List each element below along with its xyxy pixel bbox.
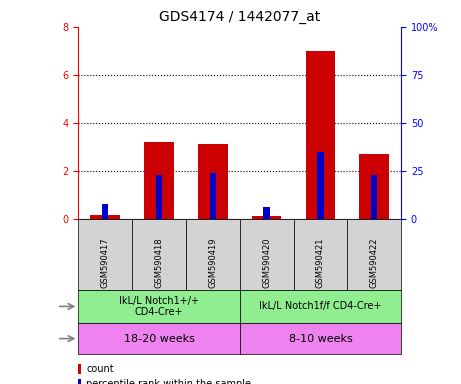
Bar bbox=[144, 142, 174, 219]
Bar bbox=[210, 173, 216, 219]
Text: GSM590422: GSM590422 bbox=[370, 238, 378, 288]
Bar bbox=[90, 215, 120, 219]
Bar bbox=[371, 175, 378, 219]
Bar bbox=[294, 219, 347, 290]
Bar bbox=[78, 219, 132, 290]
Bar bbox=[78, 364, 81, 374]
Bar bbox=[252, 217, 281, 219]
Text: 8-10 weeks: 8-10 weeks bbox=[289, 334, 352, 344]
Text: GSM590421: GSM590421 bbox=[316, 238, 325, 288]
Bar bbox=[240, 219, 294, 290]
Title: GDS4174 / 1442077_at: GDS4174 / 1442077_at bbox=[159, 10, 320, 25]
Text: GSM590419: GSM590419 bbox=[208, 238, 217, 288]
Bar bbox=[156, 175, 162, 219]
Text: IkL/L Notch1+/+
CD4-Cre+: IkL/L Notch1+/+ CD4-Cre+ bbox=[119, 296, 199, 317]
Bar bbox=[78, 379, 81, 384]
Text: GSM590420: GSM590420 bbox=[262, 238, 271, 288]
Text: percentile rank within the sample: percentile rank within the sample bbox=[86, 379, 251, 384]
Bar bbox=[360, 154, 389, 219]
Bar bbox=[263, 207, 270, 219]
Text: IkL/L Notch1f/f CD4-Cre+: IkL/L Notch1f/f CD4-Cre+ bbox=[259, 301, 382, 311]
Bar bbox=[186, 219, 240, 290]
Bar bbox=[306, 51, 335, 219]
Bar bbox=[240, 290, 401, 323]
Bar bbox=[132, 219, 186, 290]
Bar bbox=[78, 290, 240, 323]
Bar bbox=[198, 144, 228, 219]
Text: 18-20 weeks: 18-20 weeks bbox=[124, 334, 195, 344]
Bar bbox=[240, 323, 401, 354]
Text: count: count bbox=[86, 364, 113, 374]
Text: GSM590417: GSM590417 bbox=[101, 238, 110, 288]
Bar bbox=[317, 152, 324, 219]
Bar bbox=[102, 204, 108, 219]
Text: GSM590418: GSM590418 bbox=[154, 238, 164, 288]
Bar bbox=[347, 219, 401, 290]
Bar bbox=[78, 323, 240, 354]
